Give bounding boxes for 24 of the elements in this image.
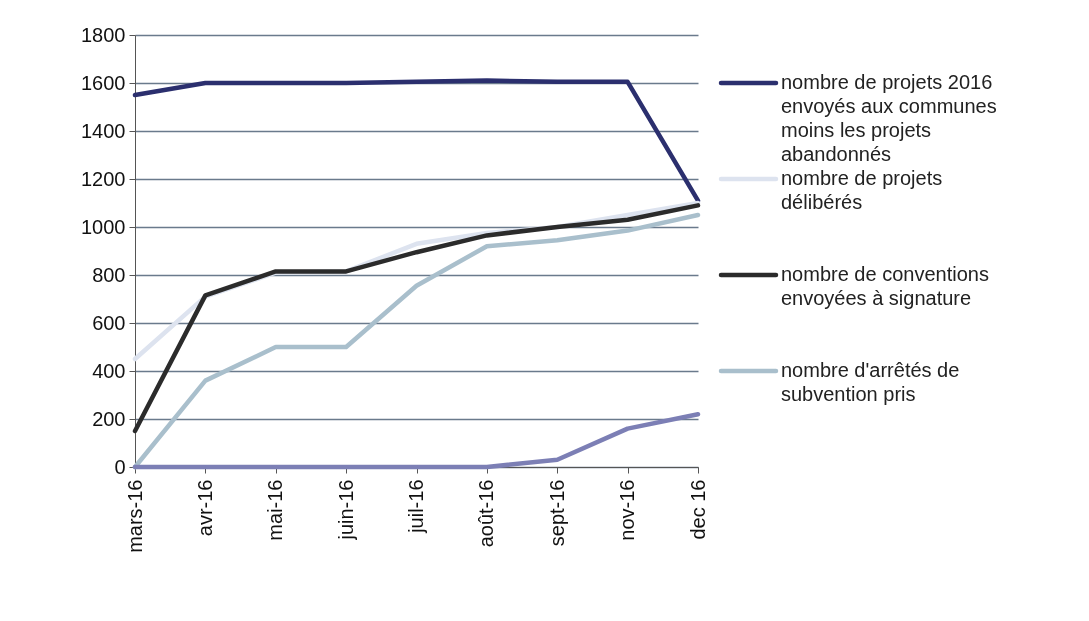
legend-label: nombre d'arrêtés de subvention pris xyxy=(781,359,960,405)
x-tick-label: juin-16 xyxy=(334,479,357,541)
x-tick-label: mars-16 xyxy=(123,479,146,553)
y-tick-label: 1200 xyxy=(81,167,126,190)
y-tick-label: 400 xyxy=(92,359,126,382)
y-tick-label: 200 xyxy=(92,407,126,430)
line-series xyxy=(132,78,701,203)
y-tick-label: 1800 xyxy=(81,23,126,46)
y-tick-label: 0 xyxy=(114,455,126,478)
legend-label: nombre de conventions envoyées à signature xyxy=(781,263,989,309)
x-tick-label: nov-16 xyxy=(616,479,639,541)
x-tick-label: avr-16 xyxy=(193,479,216,537)
x-tick-label: mai-16 xyxy=(264,479,287,541)
y-tick-label: 1400 xyxy=(81,119,126,142)
x-tick-label: sept-16 xyxy=(545,479,568,547)
y-tick-label: 1600 xyxy=(81,71,126,94)
legend-label: nombre de projets délibérés xyxy=(781,167,943,213)
x-tick-label: août-16 xyxy=(475,479,498,548)
y-tick-label: 1000 xyxy=(81,215,126,238)
y-tick-label: 600 xyxy=(92,311,126,334)
x-tick-label: dec 16 xyxy=(686,479,709,540)
y-tick-label: 800 xyxy=(92,263,126,286)
line-series xyxy=(132,203,701,434)
x-tick-label: juil-16 xyxy=(405,479,427,534)
